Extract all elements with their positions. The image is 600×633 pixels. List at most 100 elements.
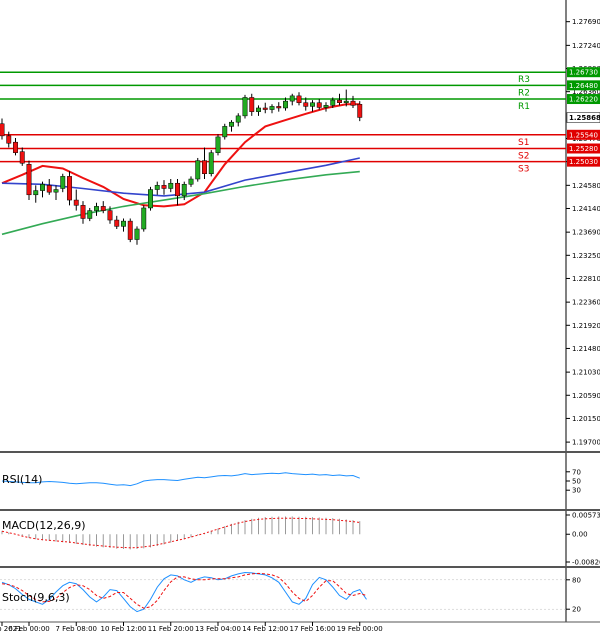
level-price-box: [567, 156, 600, 167]
candle: [357, 101, 363, 122]
candle-body-up: [330, 99, 336, 106]
rsi-line: [1, 472, 360, 487]
candle-body-down: [161, 185, 167, 189]
candle: [208, 150, 214, 177]
candle: [40, 181, 45, 198]
candle: [249, 93, 255, 116]
candle-body-down: [249, 97, 255, 112]
level-price-label: 1.26220: [569, 96, 598, 104]
time-tick-label: 5 Feb 2021: [0, 625, 22, 633]
candle-body-up: [141, 207, 147, 230]
stoch-panel: 80 20 Stoch(9,6,3): [0, 571, 581, 614]
candle: [46, 179, 52, 195]
level-price-box: [567, 67, 600, 78]
candle-body-down: [357, 104, 363, 118]
candle: [256, 105, 261, 116]
candle: [148, 186, 153, 211]
candle-body-down: [19, 151, 25, 164]
candle-body-down: [276, 106, 282, 109]
candle: [114, 215, 120, 229]
time-tick-label: 10 Feb 12:00: [101, 625, 147, 633]
candle-body-up: [154, 185, 160, 190]
macd-panel: 0.005731 0.00 -0.008264 MACD(12,26,9): [1, 512, 600, 567]
rsi-tick-label: 70: [572, 468, 581, 476]
candle: [289, 93, 295, 106]
candle-body-up: [195, 160, 201, 180]
price-tick-label: 1.21030: [572, 369, 600, 377]
candle: [127, 218, 133, 243]
current-price-box: [566, 112, 600, 123]
level-name-r1: R1: [518, 102, 530, 112]
candle: [121, 218, 126, 232]
candle: [202, 147, 207, 180]
candle-body-down: [80, 205, 86, 219]
price-tick-label: 1.22810: [572, 275, 600, 283]
candle: [350, 95, 356, 108]
candle-body-up: [256, 107, 261, 112]
level-price-box: [567, 80, 600, 91]
candle: [6, 131, 12, 148]
macd-tick-label: -0.008264: [572, 559, 600, 567]
current-price-label: 1.25868: [569, 114, 600, 122]
candle: [269, 104, 275, 114]
candle-body-up: [215, 136, 221, 153]
candle-body-up: [208, 152, 214, 174]
candle-body-down: [107, 210, 113, 221]
level-name-s2: S2: [518, 151, 529, 161]
macd-signal-line: [1, 517, 360, 549]
pivot-levels: R3 1.26730 R2 1.26480 R1 1.26220 S1 1.25540 S2 1.…: [0, 67, 600, 175]
stoch-tick-label: 80: [572, 576, 581, 584]
candle: [60, 173, 66, 193]
candle-body-up: [87, 210, 93, 219]
candle: [33, 185, 39, 203]
candle-body-up: [343, 100, 349, 103]
level-price-box: [567, 129, 600, 140]
candle: [337, 93, 342, 106]
candle: [53, 185, 59, 201]
candle: [168, 179, 174, 193]
level-price-label: 1.25280: [569, 145, 598, 153]
candle-body-up: [121, 220, 126, 227]
candle-body-up: [289, 95, 295, 102]
stoch-title: Stoch(9,6,3): [2, 591, 70, 604]
price-tick-label: 1.23690: [572, 229, 600, 237]
candle-body-down: [303, 102, 309, 107]
candle-body-down: [175, 182, 180, 197]
candle-body-up: [168, 182, 174, 189]
price-tick-label: 1.21480: [572, 345, 600, 353]
candle: [215, 134, 221, 156]
candle-body-down: [262, 107, 268, 110]
candle: [195, 157, 201, 182]
price-tick-label: 1.20590: [572, 392, 600, 400]
candle-body-up: [60, 176, 66, 189]
candle: [67, 171, 72, 206]
level-price-label: 1.25540: [569, 131, 598, 139]
rsi-panel: 70 5030 RSI(14): [1, 468, 581, 495]
candle: [262, 102, 268, 114]
level-price-box: [567, 94, 600, 105]
candle-body-down: [337, 99, 342, 103]
candle-body-down: [46, 185, 52, 193]
candle: [100, 201, 106, 214]
level-name-r2: R2: [518, 88, 530, 98]
candle-body-down: [100, 206, 106, 211]
moving-averages: [1, 103, 360, 236]
ma-line-1: [1, 103, 360, 208]
candle: [175, 179, 180, 206]
candle-body-up: [134, 228, 140, 240]
candle: [283, 97, 288, 111]
candle: [222, 123, 228, 140]
candle: [316, 99, 322, 110]
candle-body-down: [316, 102, 322, 108]
candle: [276, 102, 282, 112]
candle-body-down: [202, 160, 207, 175]
candle: [235, 113, 241, 127]
price-tick-label: 1.26360: [572, 88, 600, 96]
candle-body-down: [127, 220, 133, 240]
candle-body-up: [148, 189, 153, 209]
price-tick-label: 1.27690: [572, 18, 600, 26]
candle: [188, 176, 194, 187]
candle-body-up: [33, 190, 39, 196]
time-tick-label: 11 Feb 20:00: [148, 625, 194, 633]
macd-tick-label: 0.005731: [572, 512, 600, 520]
